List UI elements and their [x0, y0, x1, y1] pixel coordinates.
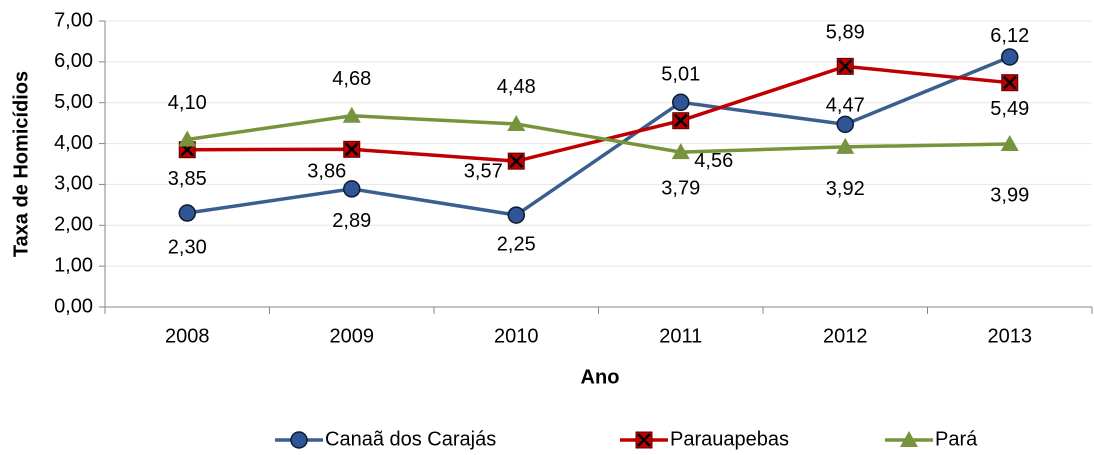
marker — [290, 431, 308, 449]
marker-circle — [290, 431, 308, 449]
marker — [1000, 134, 1019, 151]
x-tick-label: 2010 — [494, 325, 539, 347]
legend-label: Pará — [935, 428, 978, 450]
marker-triangle — [1000, 134, 1019, 151]
data-label: 2,25 — [497, 233, 536, 255]
data-label: 4,10 — [168, 92, 207, 114]
legend-label: Parauapebas — [670, 428, 789, 450]
marker — [178, 130, 197, 147]
marker — [836, 57, 854, 75]
y-axis-title: Taxa de Homicídios — [10, 71, 32, 257]
marker-x — [1002, 75, 1017, 90]
data-label: 6,12 — [990, 25, 1029, 47]
y-tick-label: 2,00 — [54, 214, 93, 236]
marker — [836, 115, 854, 134]
x-tick-label: 2012 — [823, 325, 868, 347]
marker-circle — [836, 115, 854, 134]
data-label: 3,86 — [307, 161, 346, 183]
marker-triangle — [507, 114, 526, 131]
data-label: 3,99 — [990, 184, 1029, 206]
marker — [342, 106, 361, 123]
marker-x — [344, 142, 359, 157]
series-line — [187, 64, 1010, 163]
marker-x — [838, 59, 853, 74]
series-line — [187, 114, 1010, 154]
data-label: 2,89 — [332, 210, 371, 232]
data-label: 5,89 — [826, 22, 865, 44]
series-line — [186, 55, 1011, 217]
marker-x — [509, 154, 524, 169]
marker-circle — [178, 204, 196, 222]
marker — [672, 93, 690, 112]
marker-triangle — [342, 106, 361, 123]
data-label: 4,48 — [497, 76, 536, 98]
marker — [343, 180, 361, 198]
x-axis-title: Ano — [581, 366, 620, 388]
marker — [178, 204, 196, 222]
marker — [672, 112, 690, 130]
data-label: 5,01 — [661, 64, 700, 86]
marker-triangle — [836, 137, 855, 154]
marker — [343, 140, 361, 158]
data-label: 3,92 — [826, 178, 865, 200]
data-label: 5,49 — [990, 98, 1029, 120]
legend-label: Canaã dos Carajás — [325, 428, 496, 450]
y-tick-label: 3,00 — [54, 173, 93, 195]
y-tick-label: 0,00 — [54, 295, 93, 317]
marker — [507, 152, 525, 170]
marker-triangle — [900, 431, 918, 447]
legend-item: Parauapebas — [620, 428, 789, 450]
marker-triangle — [178, 130, 197, 147]
data-label: 3,57 — [464, 160, 503, 182]
marker — [1001, 74, 1019, 92]
marker — [507, 206, 525, 224]
y-tick-label: 6,00 — [54, 50, 93, 72]
data-label: 4,56 — [694, 150, 733, 172]
marker-circle — [507, 206, 525, 224]
y-tick-label: 5,00 — [54, 91, 93, 113]
y-tick-label: 7,00 — [54, 9, 93, 31]
legend-item: Pará — [885, 428, 978, 450]
data-label: 3,79 — [661, 177, 700, 199]
data-label: 4,47 — [826, 95, 865, 117]
marker-x — [673, 113, 688, 128]
marker — [1001, 48, 1019, 66]
marker-x — [637, 433, 651, 447]
marker-circle — [343, 180, 361, 198]
data-label: 2,30 — [168, 236, 207, 258]
data-label: 4,68 — [332, 68, 371, 90]
marker-circle — [1001, 48, 1019, 66]
marker — [635, 431, 653, 449]
marker-circle — [672, 93, 690, 112]
x-tick-label: 2008 — [165, 325, 210, 347]
legend-item: Canaã dos Carajás — [275, 428, 496, 450]
data-label: 3,85 — [168, 168, 207, 190]
x-tick-label: 2013 — [988, 325, 1033, 347]
marker — [671, 143, 690, 160]
x-tick-label: 2011 — [659, 325, 702, 347]
marker — [900, 431, 918, 447]
marker — [836, 137, 855, 154]
y-tick-label: 1,00 — [54, 254, 93, 276]
y-tick-label: 4,00 — [54, 132, 93, 154]
x-tick-label: 2009 — [330, 325, 375, 347]
marker — [507, 114, 526, 131]
marker-triangle — [671, 143, 690, 160]
